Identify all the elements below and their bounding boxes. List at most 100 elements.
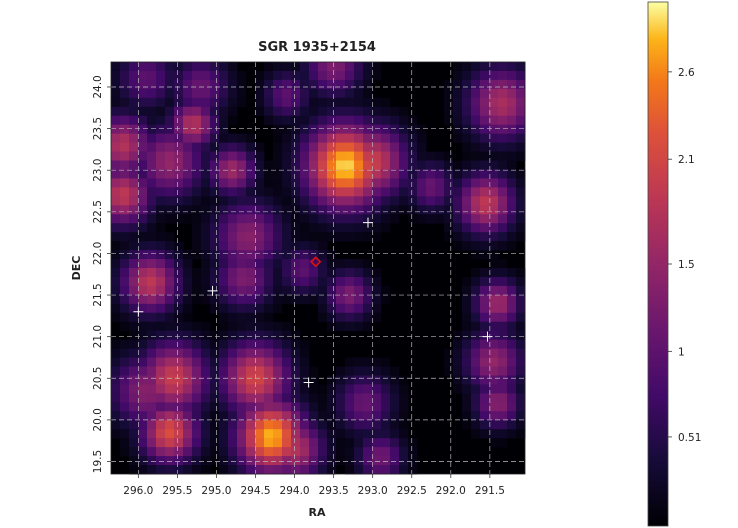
- heatmap-cell: [507, 133, 517, 144]
- heatmap-cell: [174, 285, 184, 296]
- heatmap-cell: [183, 214, 193, 224]
- heatmap-cell: [174, 196, 184, 206]
- heatmap-cell: [480, 62, 490, 72]
- heatmap-cell: [336, 160, 346, 170]
- heatmap-cell: [336, 285, 346, 296]
- heatmap-cell: [336, 88, 346, 99]
- heatmap-cell: [516, 321, 526, 332]
- heatmap-cell: [489, 268, 499, 278]
- colorbar-tick-label: 2.1: [678, 154, 695, 166]
- heatmap-cell: [273, 321, 283, 332]
- heatmap-cell: [174, 375, 184, 385]
- heatmap-cell: [165, 429, 175, 439]
- heatmap-cell: [372, 214, 382, 224]
- heatmap-cell: [309, 196, 319, 206]
- heatmap-cell: [246, 187, 256, 197]
- heatmap-cell: [300, 259, 310, 269]
- heatmap-cell: [390, 169, 400, 179]
- heatmap-cell: [345, 447, 355, 457]
- heatmap-cell: [507, 276, 517, 287]
- heatmap-cell: [111, 241, 121, 251]
- heatmap-cell: [138, 205, 148, 215]
- heatmap-cell: [291, 223, 301, 233]
- heatmap-cell: [201, 294, 211, 305]
- heatmap-cell: [192, 357, 202, 367]
- heatmap-cell: [372, 393, 382, 403]
- heatmap-cell: [354, 384, 364, 394]
- heatmap-cell: [318, 88, 328, 99]
- heatmap-cell: [291, 205, 301, 215]
- heatmap-cell: [255, 88, 265, 99]
- heatmap-cell: [471, 357, 481, 367]
- heatmap-cell: [300, 241, 310, 251]
- heatmap-cell: [120, 205, 130, 215]
- heatmap-cell: [192, 294, 202, 305]
- heatmap-cell: [156, 250, 166, 260]
- heatmap-cell: [318, 70, 328, 81]
- heatmap-cell: [498, 79, 508, 90]
- heatmap-cell: [138, 402, 148, 412]
- heatmap-cell: [219, 178, 229, 188]
- heatmap-cell: [255, 169, 265, 179]
- heatmap-cell: [345, 294, 355, 305]
- heatmap-cell: [336, 223, 346, 233]
- heatmap-cell: [165, 97, 175, 108]
- heatmap-cell: [255, 312, 265, 323]
- heatmap-cell: [516, 187, 526, 197]
- heatmap-cell: [201, 205, 211, 215]
- heatmap-cell: [354, 142, 364, 152]
- heatmap-cell: [183, 321, 193, 332]
- heatmap-cell: [318, 411, 328, 421]
- heatmap-cell: [183, 456, 193, 466]
- heatmap-cell: [282, 62, 292, 72]
- heatmap-cell: [255, 303, 265, 314]
- heatmap-cell: [390, 196, 400, 206]
- heatmap-cell: [210, 142, 220, 152]
- heatmap-cell: [228, 456, 238, 466]
- heatmap-cell: [129, 97, 139, 108]
- heatmap-cell: [111, 187, 121, 197]
- heatmap-cell: [390, 384, 400, 394]
- y-tick-label: 21.0: [92, 325, 104, 348]
- heatmap-cell: [183, 429, 193, 439]
- heatmap-cell: [363, 178, 373, 188]
- heatmap-cell: [372, 294, 382, 305]
- heatmap-cell: [174, 241, 184, 251]
- heatmap-cell: [237, 357, 247, 367]
- heatmap-cell: [462, 178, 472, 188]
- heatmap-cell: [462, 97, 472, 108]
- heatmap-cell: [372, 456, 382, 466]
- heatmap-cell: [291, 330, 301, 341]
- heatmap-cell: [282, 348, 292, 358]
- heatmap-cell: [246, 232, 256, 242]
- heatmap-cell: [453, 384, 463, 394]
- heatmap-cell: [228, 339, 238, 350]
- heatmap-cell: [255, 259, 265, 269]
- heatmap-cell: [417, 214, 427, 224]
- heatmap-cell: [462, 420, 472, 430]
- heatmap-cell: [219, 259, 229, 269]
- heatmap-cell: [237, 151, 247, 161]
- heatmap-cell: [345, 375, 355, 385]
- heatmap-cell: [507, 97, 517, 108]
- heatmap-cell: [471, 330, 481, 341]
- heatmap-cell: [354, 178, 364, 188]
- heatmap-cell: [210, 160, 220, 170]
- heatmap-cell: [336, 115, 346, 126]
- heatmap-cell: [120, 178, 130, 188]
- heatmap-cell: [498, 348, 508, 358]
- heatmap-cell: [201, 196, 211, 206]
- heatmap-cell: [210, 250, 220, 260]
- heatmap-cell: [291, 106, 301, 117]
- heatmap-cell: [462, 232, 472, 242]
- heatmap-cell: [381, 106, 391, 117]
- heatmap-cell: [282, 205, 292, 215]
- heatmap-cell: [381, 169, 391, 179]
- heatmap-cell: [372, 124, 382, 135]
- heatmap-cell: [210, 97, 220, 108]
- heatmap-cell: [273, 250, 283, 260]
- heatmap-cell: [156, 160, 166, 170]
- heatmap-cell: [264, 223, 274, 233]
- heatmap-cell: [165, 133, 175, 144]
- heatmap-cell: [381, 447, 391, 457]
